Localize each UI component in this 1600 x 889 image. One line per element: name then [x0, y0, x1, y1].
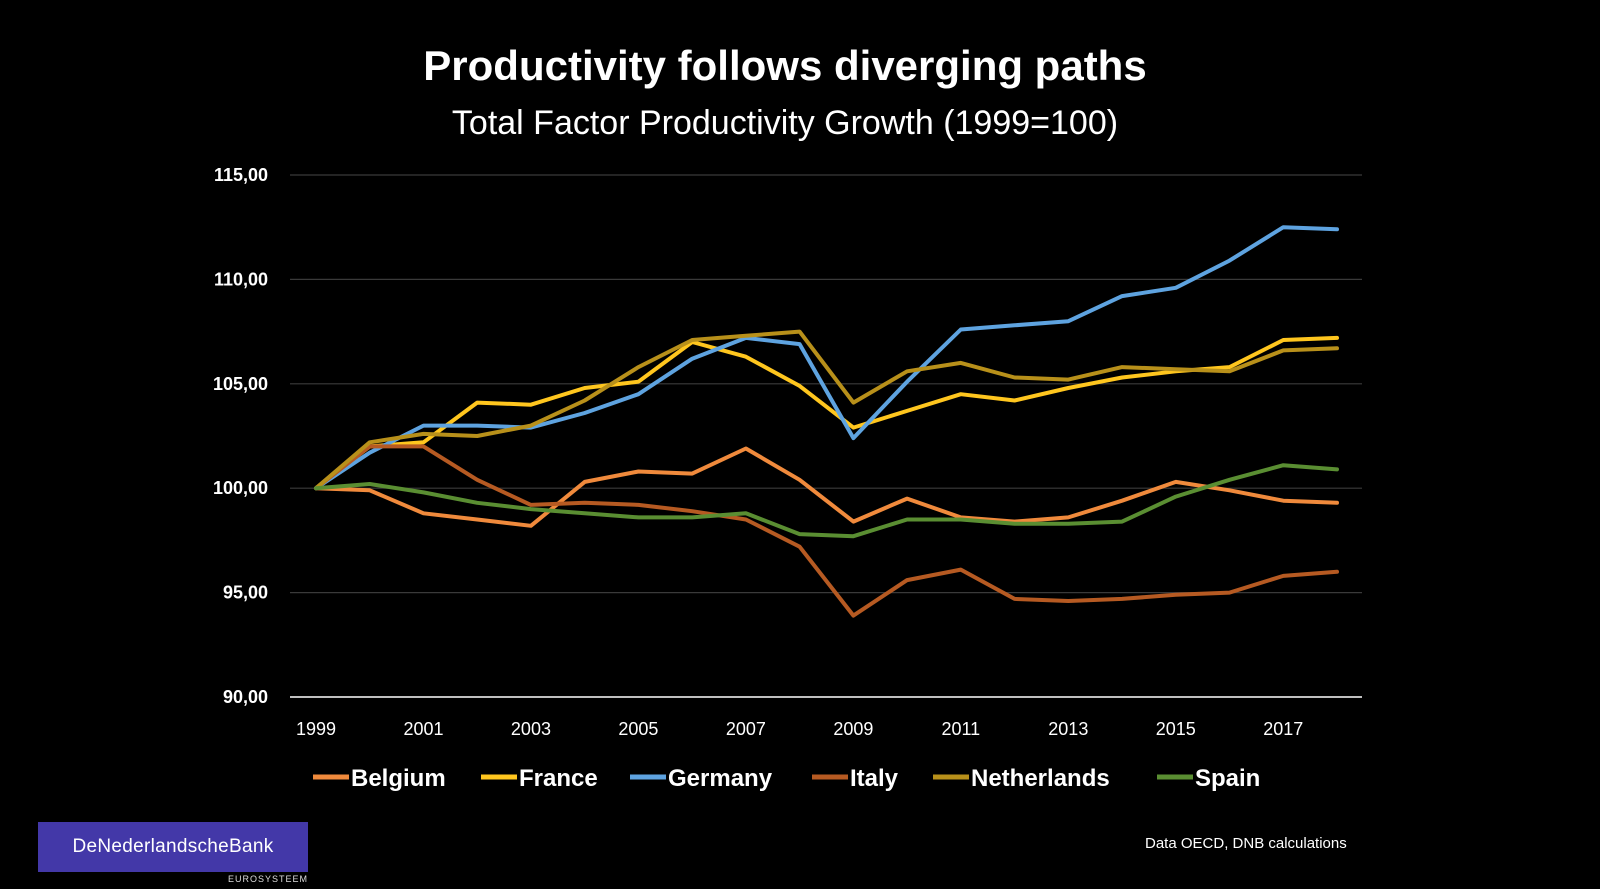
x-tick-label: 2007	[726, 719, 766, 739]
legend-label-germany: Germany	[668, 765, 773, 792]
logo-subtext: EUROSYSTEEM	[227, 874, 308, 884]
y-tick-label: 110,00	[214, 269, 268, 289]
series-line-spain	[314, 463, 1339, 539]
series-lines	[314, 225, 1339, 618]
legend-label-netherlands: Netherlands	[971, 765, 1110, 792]
legend-label-italy: Italy	[850, 765, 899, 792]
x-tick-label: 2009	[833, 719, 873, 739]
y-tick-label: 105,00	[213, 374, 268, 394]
y-tick-label: 90,00	[223, 687, 268, 707]
gridlines	[290, 174, 1362, 698]
series-line-germany	[314, 225, 1339, 491]
y-tick-label: 95,00	[223, 583, 268, 603]
series-line-france	[314, 335, 1339, 491]
legend-label-belgium: Belgium	[351, 765, 446, 792]
y-axis-ticks: 90,00 95,00 100,00 105,00 110,00 115,00	[213, 165, 268, 707]
legend-label-spain: Spain	[1195, 765, 1260, 792]
x-tick-label: 2017	[1263, 719, 1303, 739]
source-note: Data OECD, DNB calculations	[1145, 835, 1347, 852]
y-tick-label: 100,00	[213, 478, 268, 498]
y-tick-label: 115,00	[214, 165, 268, 185]
chart-subtitle: Total Factor Productivity Growth (1999=1…	[451, 104, 1119, 142]
series-line-italy	[314, 444, 1339, 618]
x-tick-label: 2005	[618, 719, 658, 739]
x-tick-label: 2001	[403, 719, 443, 739]
x-tick-label: 2011	[941, 719, 980, 739]
chart-title: Productivity follows diverging paths	[423, 42, 1147, 89]
legend-label-france: France	[519, 765, 598, 792]
logo-text: DeNederlandscheBank	[72, 836, 274, 857]
x-tick-label: 1999	[296, 719, 336, 739]
x-tick-label: 2013	[1048, 719, 1088, 739]
series-line-netherlands	[314, 329, 1339, 491]
x-axis-ticks: 1999 2001 2003 2005 2007 2009 2011 2013 2015 2017	[296, 719, 1303, 739]
x-tick-label: 2003	[511, 719, 551, 739]
x-tick-label: 2015	[1156, 719, 1196, 739]
dnb-logo: DeNederlandscheBank	[38, 822, 308, 872]
legend: Belgium France Germany Italy Netherlands Spai…	[313, 765, 1260, 792]
series-line-belgium	[314, 446, 1339, 528]
